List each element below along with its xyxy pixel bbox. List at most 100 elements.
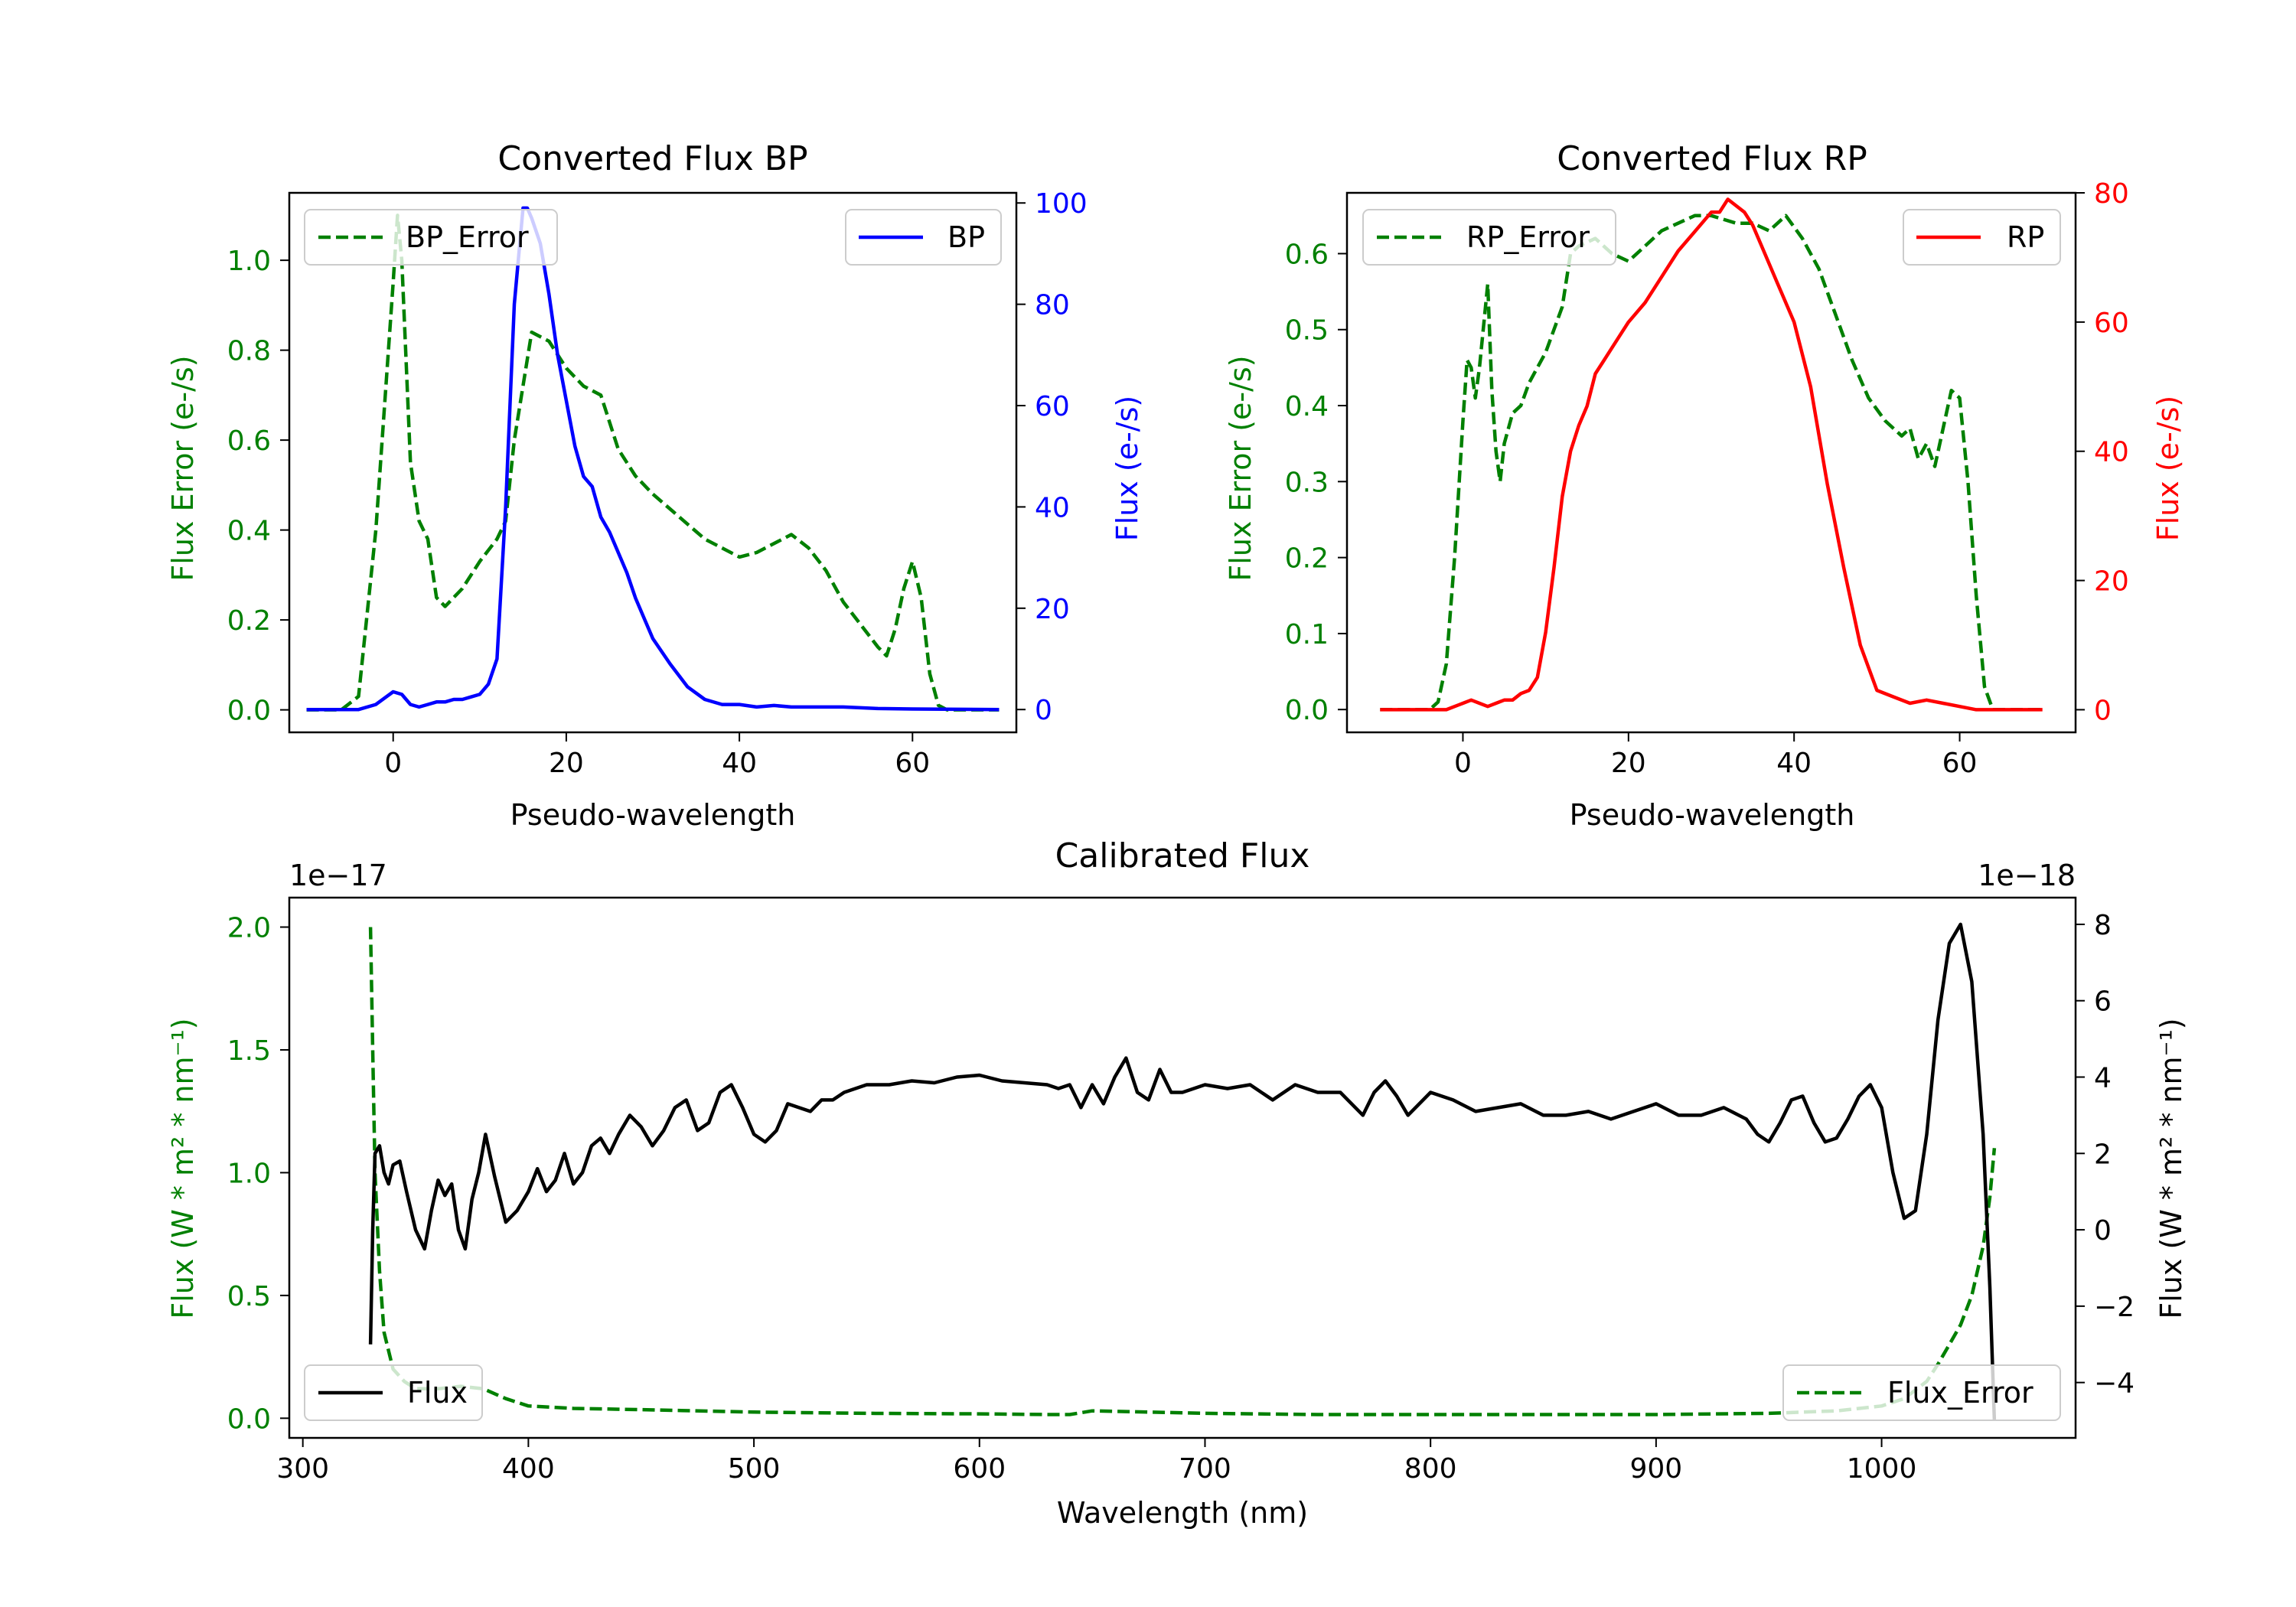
bp-xtick-label: 40 — [722, 748, 757, 779]
bp-legend-flux-box — [845, 209, 1002, 266]
bp-ytick-left-label: 0.6 — [227, 425, 271, 457]
cal-legend-flux-label: Flux — [407, 1376, 468, 1410]
bp-plot-area — [306, 206, 1000, 712]
cal-xtick-label: 400 — [502, 1453, 555, 1485]
cal-ylabel-left: Flux (W * m² * nm⁻¹) — [166, 1018, 200, 1319]
bp-frame — [288, 191, 1018, 734]
cal-xtick-label: 700 — [1179, 1453, 1231, 1485]
rp-ytick-left-label: 0.6 — [1285, 239, 1329, 270]
cal-offset-right: 1e−18 — [1978, 859, 2076, 892]
cal-legend-error-label: Flux_Error — [1887, 1376, 2033, 1410]
rp-ytick-left-label: 0.1 — [1285, 619, 1329, 650]
rp-xtick-label: 40 — [1776, 748, 1812, 779]
rp-ylabel-right: Flux (e-/s) — [2151, 396, 2185, 541]
rp-ytick-left-label: 0.4 — [1285, 391, 1329, 422]
rp-xtick-label: 20 — [1611, 748, 1646, 779]
rp-ticks: 0 20 40 60 0.0 0.1 0.2 0.3 0.4 0.5 0.6 0 20 40 60 80 — [1285, 178, 2129, 779]
cal-ytick-left-label: 0.5 — [227, 1281, 271, 1312]
cal-ytick-right-label: 6 — [2094, 986, 2112, 1018]
bp-panel: Converted Flux BP Pseudo-wavelength Flux… — [166, 139, 1144, 832]
rp-ytick-right-label: 60 — [2094, 308, 2129, 339]
rp-ytick-left-label: 0.5 — [1285, 315, 1329, 347]
cal-series-flux — [368, 922, 1997, 1421]
rp-plot-area — [1380, 197, 2043, 712]
bp-legend-error: BP_Error — [304, 209, 558, 266]
cal-legend-flux-box — [304, 1364, 483, 1421]
bp-ylabel-right: Flux (e-/s) — [1110, 396, 1144, 541]
cal-legend-error-box — [1782, 1364, 2061, 1421]
cal-ytick-right-label: 0 — [2094, 1215, 2112, 1247]
rp-ytick-left-label: 0.3 — [1285, 467, 1329, 498]
cal-title: Calibrated Flux — [1055, 836, 1310, 875]
bp-series-bp — [306, 206, 1000, 712]
cal-xtick-label: 900 — [1630, 1453, 1683, 1485]
cal-legend-flux: Flux — [304, 1364, 483, 1421]
cal-offset-left: 1e−17 — [289, 859, 387, 892]
rp-legend-flux-box — [1903, 209, 2061, 266]
bp-xtick-label: 60 — [895, 748, 930, 779]
bp-legend-flux: BP — [845, 209, 1002, 266]
bp-ytick-left-label: 0.4 — [227, 516, 271, 547]
bp-ytick-right-label: 100 — [1035, 188, 1088, 220]
rp-ytick-left-label: 0.0 — [1285, 695, 1329, 726]
rp-legend-flux: RP — [1903, 209, 2061, 266]
cal-ytick-right-label: −2 — [2094, 1292, 2135, 1323]
cal-ytick-right-label: −4 — [2094, 1368, 2135, 1400]
rp-ytick-right-label: 80 — [2094, 178, 2129, 210]
bp-legend-error-box — [304, 209, 558, 266]
bp-ytick-right-label: 20 — [1035, 594, 1070, 625]
calibrated-panel: Calibrated Flux Wavelength (nm) Flux (W … — [166, 836, 2188, 1530]
rp-xtick-label: 0 — [1454, 748, 1472, 779]
rp-ytick-right-label: 0 — [2094, 695, 2112, 726]
rp-legend-error: RP_Error — [1362, 209, 1616, 266]
cal-ticks: 300 400 500 600 700 800 900 1000 0.0 0.5 1.0 1.5 2.0… — [227, 910, 2135, 1485]
bp-xlabel: Pseudo-wavelength — [510, 798, 796, 832]
bp-ytick-left-label: 0.0 — [227, 696, 271, 727]
rp-xlabel: Pseudo-wavelength — [1570, 798, 1855, 832]
bp-ytick-right-label: 0 — [1035, 695, 1052, 726]
cal-frame — [288, 896, 2077, 1439]
rp-ylabel-left: Flux Error (e-/s) — [1224, 355, 1257, 581]
rp-series-rp-error — [1380, 214, 2043, 712]
rp-title: Converted Flux RP — [1557, 139, 1867, 178]
cal-ytick-left-label: 1.5 — [227, 1035, 271, 1067]
cal-xtick-label: 600 — [953, 1453, 1006, 1485]
bp-ytick-left-label: 0.8 — [227, 336, 271, 367]
bp-title: Converted Flux BP — [497, 139, 807, 178]
rp-ytick-right-label: 20 — [2094, 566, 2129, 598]
bp-legend-flux-label: BP — [947, 220, 985, 254]
bp-xtick-label: 20 — [549, 748, 584, 779]
bp-ytick-left-label: 1.0 — [227, 246, 271, 277]
cal-ytick-left-label: 0.0 — [227, 1403, 271, 1435]
rp-panel: Converted Flux RP Pseudo-wavelength Flux… — [1224, 139, 2185, 832]
cal-ylabel-right: Flux (W * m² * nm⁻¹) — [2154, 1018, 2188, 1319]
rp-legend-flux-label: RP — [2007, 220, 2044, 254]
bp-ticks: 0 20 40 60 0.0 0.2 0.4 0.6 0.8 1.0 0 20 40 60 80 100 — [227, 188, 1088, 779]
bp-ytick-left-label: 0.2 — [227, 605, 271, 637]
bp-xtick-label: 0 — [384, 748, 402, 779]
cal-ytick-left-label: 1.0 — [227, 1158, 271, 1189]
cal-legend-error: Flux_Error — [1782, 1364, 2061, 1421]
rp-ytick-right-label: 40 — [2094, 437, 2129, 468]
cal-ytick-right-label: 4 — [2094, 1063, 2112, 1094]
cal-xtick-label: 300 — [276, 1453, 329, 1485]
rp-legend-error-box — [1362, 209, 1616, 266]
cal-xtick-label: 1000 — [1847, 1453, 1917, 1485]
rp-legend-error-label: RP_Error — [1466, 220, 1590, 254]
cal-ytick-left-label: 2.0 — [227, 913, 271, 944]
cal-ytick-right-label: 2 — [2094, 1139, 2112, 1170]
bp-ytick-right-label: 80 — [1035, 290, 1070, 321]
bp-series-bp-error — [306, 214, 1000, 712]
rp-frame — [1345, 191, 2077, 734]
cal-ytick-right-label: 8 — [2094, 910, 2112, 941]
bp-ylabel-left: Flux Error (e-/s) — [166, 355, 200, 581]
bp-legend-error-label: BP_Error — [406, 220, 529, 254]
cal-xtick-label: 500 — [728, 1453, 781, 1485]
rp-ytick-left-label: 0.2 — [1285, 543, 1329, 575]
cal-xtick-label: 800 — [1404, 1453, 1457, 1485]
bp-ytick-right-label: 40 — [1035, 492, 1070, 523]
rp-series-rp — [1380, 197, 2043, 712]
bp-ytick-right-label: 60 — [1035, 391, 1070, 422]
